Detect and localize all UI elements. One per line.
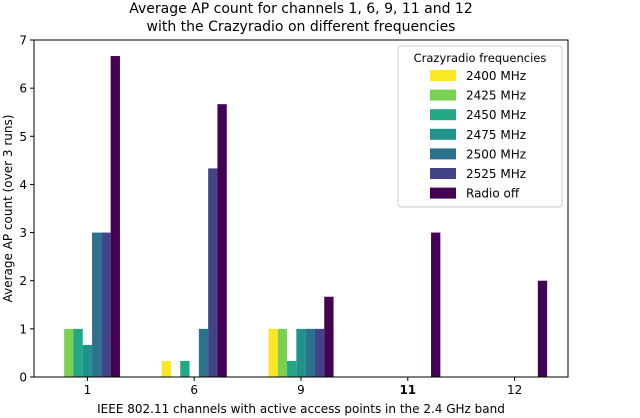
y-tick-label: 0 <box>19 371 27 385</box>
bar-2425-mhz-ch1 <box>64 328 74 377</box>
legend: Crazyradio frequencies 2400 MHz 2425 MHz 2… <box>397 45 563 208</box>
bar-2450-mhz-ch6 <box>180 360 190 377</box>
bar-2400-mhz-ch9 <box>268 328 278 377</box>
bar-2475-mhz-ch1 <box>82 344 93 377</box>
legend-label-2525-mhz: 2525 MHz <box>466 167 526 181</box>
bar-2400-mhz-ch6 <box>161 360 171 377</box>
bar-radio-off-ch6 <box>217 104 227 378</box>
bar-2450-mhz-ch1 <box>73 328 83 377</box>
legend-label-radio-off: Radio off <box>466 187 520 201</box>
bar-2525-mhz-ch9 <box>314 328 325 377</box>
x-tick-label: 6 <box>190 383 198 397</box>
legend-swatch-2400-mhz <box>430 70 456 81</box>
bar-2525-mhz-ch1 <box>101 232 111 377</box>
y-axis-label: Average AP count (over 3 runs) <box>1 115 15 303</box>
legend-label-2500-mhz: 2500 MHz <box>466 147 526 161</box>
y-tick-label: 5 <box>19 130 27 144</box>
bar-radio-off-ch9 <box>324 296 334 377</box>
y-tick-label: 1 <box>19 322 27 336</box>
legend-label-2425-mhz: 2425 MHz <box>466 89 526 103</box>
legend-swatch-radio-off <box>430 187 456 199</box>
bars-layer <box>64 56 548 378</box>
legend-title: Crazyradio frequencies <box>414 51 547 65</box>
legend-box <box>397 45 563 208</box>
legend-swatch-2450-mhz <box>430 109 456 121</box>
chart-title-line-2: with the Crazyradio on different frequen… <box>147 19 456 35</box>
bar-radio-off-ch12 <box>537 280 548 377</box>
y-tick-label: 4 <box>19 178 27 192</box>
x-tick-label: 1 <box>84 383 92 397</box>
legend-label-2475-mhz: 2475 MHz <box>466 128 526 142</box>
legend-label-2450-mhz: 2450 MHz <box>466 108 526 122</box>
bar-2475-mhz-ch9 <box>296 328 306 377</box>
legend-swatch-2500-mhz <box>430 148 456 160</box>
x-axis-label: IEEE 802.11 channels with active access … <box>97 402 505 416</box>
bar-2525-mhz-ch6 <box>208 168 218 377</box>
bar-2425-mhz-ch9 <box>277 328 288 377</box>
bar-radio-off-ch1 <box>110 56 120 377</box>
y-tick-label: 2 <box>19 274 27 288</box>
chart-title-line-1: Average AP count for channels 1, 6, 9, 1… <box>129 1 473 17</box>
bar-2500-mhz-ch9 <box>305 328 315 377</box>
bar-radio-off-ch11 <box>431 232 441 377</box>
legend-swatch-2525-mhz <box>430 168 456 179</box>
x-tick-label: 11 <box>399 383 416 397</box>
bar-2450-mhz-ch9 <box>287 360 297 377</box>
legend-swatch-2425-mhz <box>430 89 456 101</box>
legend-label-2400-mhz: 2400 MHz <box>466 69 526 83</box>
bar-2500-mhz-ch1 <box>92 232 102 377</box>
y-tick-label: 6 <box>19 82 27 96</box>
legend-swatch-2475-mhz <box>430 128 456 140</box>
y-tick-label: 3 <box>19 226 27 240</box>
x-tick-label: 12 <box>507 383 522 397</box>
x-tick-label: 9 <box>297 383 305 397</box>
y-tick-label: 7 <box>19 34 27 48</box>
bar-2500-mhz-ch6 <box>198 328 209 377</box>
